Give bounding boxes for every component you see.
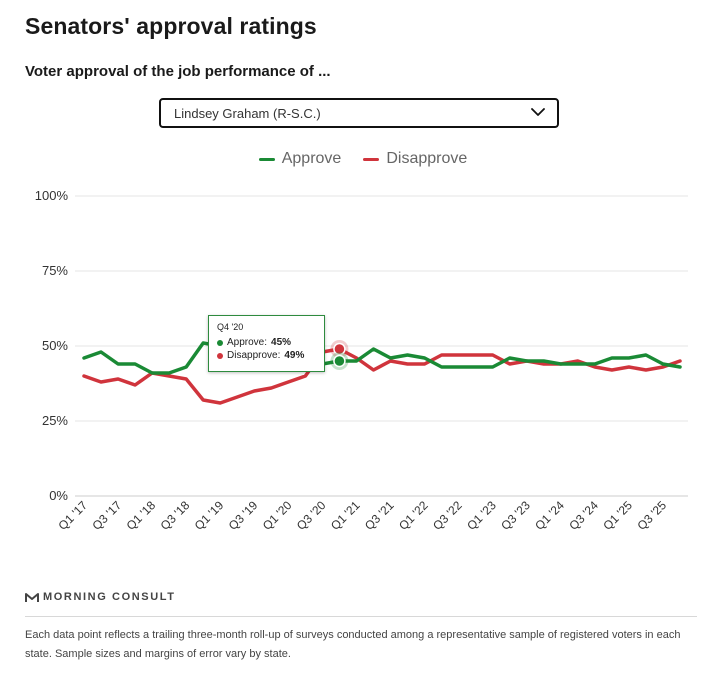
x-tick-label: Q1 '20 <box>260 498 295 533</box>
x-tick-label: Q1 '17 <box>55 498 90 533</box>
chevron-down-icon <box>531 108 545 116</box>
page-title: Senators' approval ratings <box>25 13 317 39</box>
x-tick-label: Q1 '25 <box>600 498 635 533</box>
chart-subtitle: Voter approval of the job performance of… <box>25 63 331 80</box>
tooltip-approve-dot <box>217 339 223 346</box>
x-tick-label: Q1 '19 <box>192 498 227 533</box>
x-tick-label: Q1 '18 <box>124 498 159 533</box>
tooltip-disapprove-dot <box>217 352 223 359</box>
legend-swatch-approve <box>258 157 275 161</box>
y-tick-label: 75% <box>42 263 68 278</box>
legend-label-approve: Approve <box>281 150 342 167</box>
x-tick-label: Q3 '20 <box>294 498 329 533</box>
y-tick-label: 25% <box>42 413 68 428</box>
senator-select[interactable]: Lindsey Graham (R-S.C.) <box>159 98 559 128</box>
legend-item-disapprove[interactable]: Disapprove <box>363 150 467 168</box>
tooltip-disapprove-value: 49% <box>284 350 305 361</box>
tooltip-approve-value: 45% <box>271 337 292 348</box>
highlight-point-disapprove <box>333 342 346 356</box>
x-tick-label: Q3 '24 <box>566 498 601 533</box>
x-tick-label: Q3 '18 <box>158 498 193 533</box>
highlight-point-approve <box>333 354 346 368</box>
tooltip-disapprove-label: Disapprove: <box>227 350 281 361</box>
x-tick-label: Q3 '17 <box>90 498 125 533</box>
legend-label-disapprove: Disapprove <box>386 150 468 167</box>
x-tick-label: Q3 '22 <box>430 498 465 533</box>
legend-swatch-disapprove <box>363 157 380 161</box>
x-tick-label: Q3 '23 <box>498 498 533 533</box>
chart-legend: Approve Disapprove <box>0 150 726 168</box>
x-tick-label: Q1 '23 <box>464 498 499 533</box>
y-tick-label: 0% <box>49 488 68 503</box>
morning-consult-logo-icon <box>25 592 39 602</box>
x-tick-label: Q1 '24 <box>532 498 567 533</box>
x-tick-label: Q1 '21 <box>328 498 363 533</box>
senator-select-value: Lindsey Graham (R-S.C.) <box>174 105 321 121</box>
series-line-approve <box>82 341 682 375</box>
x-tick-label: Q3 '19 <box>226 498 261 533</box>
tooltip-approve-row: Approve: 45% <box>217 336 316 349</box>
x-tick-label: Q3 '21 <box>362 498 397 533</box>
y-tick-label: 100% <box>35 188 69 203</box>
legend-item-approve[interactable]: Approve <box>258 150 342 168</box>
methodology-footnote: Each data point reflects a trailing thre… <box>25 629 681 660</box>
footer-divider <box>25 616 697 617</box>
x-tick-label: Q3 '25 <box>634 498 669 533</box>
brand-name: MORNING CONSULT <box>43 591 176 603</box>
y-tick-label: 50% <box>42 338 68 353</box>
tooltip-disapprove-row: Disapprove: 49% <box>217 349 316 362</box>
tooltip-quarter: Q4 '20 <box>217 322 244 332</box>
series-line-disapprove <box>82 347 682 405</box>
tooltip-approve-label: Approve: <box>227 337 268 348</box>
chart-tooltip: Q4 '20 Approve: 45% Disapprove: 49% <box>208 315 325 372</box>
brand-logo: MORNING CONSULT <box>25 591 176 603</box>
approval-line-chart: 0%25%50%75%100%Q1 '17 Q3 '17 Q1 '18 Q3 '18 Q… <box>35 188 688 533</box>
x-tick-label: Q1 '22 <box>396 498 431 533</box>
